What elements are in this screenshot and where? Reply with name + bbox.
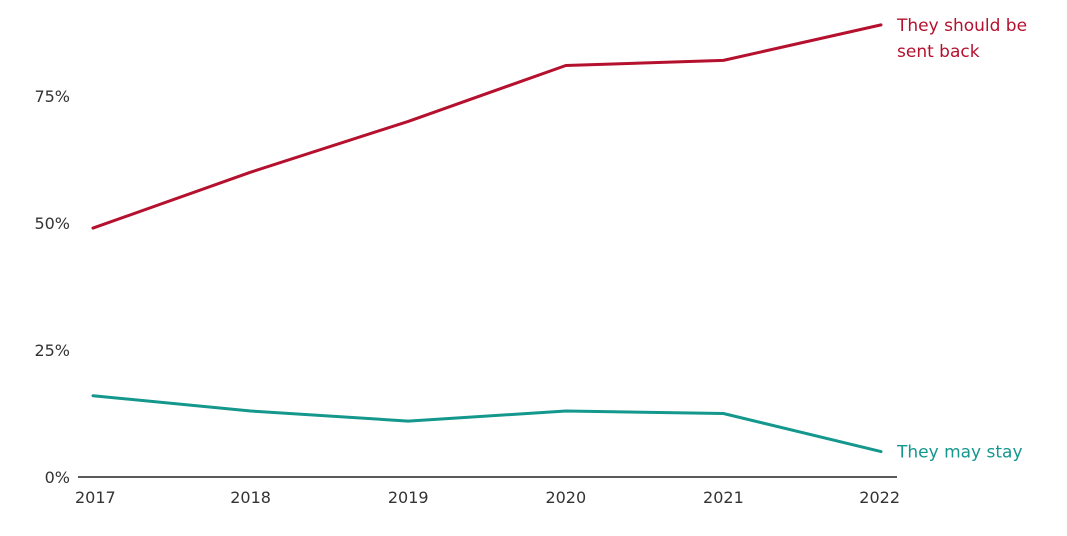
x-axis-ticks: 2017 2018 2019 2020 2021 2022 (75, 488, 900, 507)
x-tick-label: 2022 (859, 488, 900, 507)
y-tick-label: 25% (34, 341, 70, 360)
x-tick-label: 2017 (75, 488, 116, 507)
x-tick-label: 2019 (388, 488, 429, 507)
y-tick-label: 50% (34, 214, 70, 233)
series-line-1 (91, 394, 883, 454)
series-line-0 (91, 23, 883, 230)
x-tick-label: 2018 (230, 488, 271, 507)
series-label-1-line-0: They may stay (896, 443, 1023, 463)
series-label-0-line-1: sent back (897, 42, 980, 62)
y-tick-label: 75% (34, 87, 70, 106)
series-group (91, 23, 883, 454)
y-tick-label: 0% (45, 468, 70, 487)
y-axis-ticks: 0% 25% 50% 75% (34, 87, 70, 487)
series-label-0-line-0: They should be (896, 16, 1027, 36)
x-tick-label: 2020 (545, 488, 586, 507)
series-labels: They should be sent back They may stay (896, 16, 1027, 463)
x-tick-label: 2021 (703, 488, 744, 507)
